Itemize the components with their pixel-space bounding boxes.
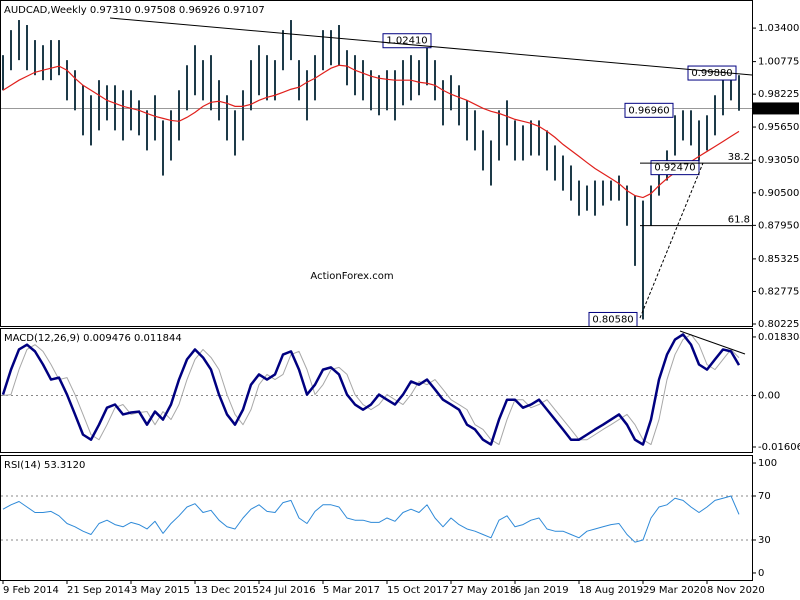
x-tick-label: 27 May 2018	[451, 585, 516, 596]
price-annotation: 0.80580	[592, 314, 633, 325]
y-tick-label: 0.98225	[758, 89, 799, 100]
last-price-label: 0.97107	[757, 103, 798, 114]
indicator-line	[1, 333, 741, 446]
layers: ActionForex.com AUDCAD,Weekly 0.97310 0.9…	[1, 5, 800, 596]
price-annotation-box	[687, 65, 737, 81]
macd-panel-frame	[0, 328, 753, 453]
y-tick-label: 1.03400	[758, 23, 799, 34]
y-tick-label: 0.93050	[758, 155, 799, 166]
indicator-line	[2, 495, 740, 543]
x-tick-label: 13 Dec 2015	[195, 585, 259, 596]
resistance-trendline	[109, 17, 753, 76]
y-tick-label: 0	[758, 568, 764, 579]
moving-average	[2, 64, 740, 199]
price-annotation-box	[624, 102, 674, 118]
last-price-box	[753, 102, 799, 115]
y-tick-label: 100	[758, 458, 777, 469]
watermark: ActionForex.com	[310, 271, 393, 282]
price-annotation-box	[382, 33, 432, 49]
x-tick-label: 21 Sep 2014	[67, 585, 130, 596]
y-tick-label: 0.90500	[758, 188, 799, 199]
x-tick-label: 5 Mar 2017	[323, 585, 380, 596]
support-trendline	[639, 162, 704, 319]
y-tick-label: 0.00	[758, 391, 780, 402]
y-tick-label: 0.82775	[758, 286, 799, 297]
rsi-panel-frame	[0, 455, 753, 581]
x-tick-label: 29 Mar 2020	[643, 585, 706, 596]
price-annotation: 0.92470	[654, 163, 695, 174]
price-annotation-box	[650, 160, 700, 176]
y-tick-label: 0.80225	[758, 319, 799, 330]
y-tick-label: 0.95650	[758, 122, 799, 133]
x-tick-label: 18 Aug 2019	[579, 585, 643, 596]
y-tick-label: 0.85325	[758, 254, 799, 265]
price-annotation: 0.99880	[691, 68, 732, 79]
price-annotation: 1.02410	[386, 36, 427, 47]
y-tick-label: 0.018304	[758, 332, 800, 343]
x-tick-label: 24 Jul 2016	[259, 585, 316, 596]
y-tick-label: 0.87950	[758, 220, 799, 231]
x-tick-label: 3 May 2015	[131, 585, 190, 596]
panel-title: MACD(12,26,9) 0.009476 0.011844	[4, 333, 182, 344]
x-tick-label: 8 Nov 2020	[707, 585, 765, 596]
y-tick-label: 1.00775	[758, 57, 799, 68]
x-tick-label: 6 Jan 2019	[515, 585, 569, 596]
fib-label: 38.2	[728, 152, 750, 163]
y-tick-label: -0.016064	[758, 442, 800, 453]
y-tick-label: 70	[758, 491, 771, 502]
x-tick-label: 15 Oct 2017	[387, 585, 449, 596]
price-annotation: 0.96960	[628, 105, 669, 116]
fib-label: 61.8	[728, 215, 750, 226]
panel-title: AUDCAD,Weekly 0.97310 0.97508 0.96926 0.…	[4, 5, 265, 16]
price-panel-frame	[0, 0, 753, 327]
panel-title: RSI(14) 53.3120	[4, 460, 85, 471]
y-tick-label: 30	[758, 535, 771, 546]
indicator-line	[2, 333, 740, 446]
macd-trendline	[679, 330, 746, 355]
x-tick-label: 9 Feb 2014	[3, 585, 59, 596]
